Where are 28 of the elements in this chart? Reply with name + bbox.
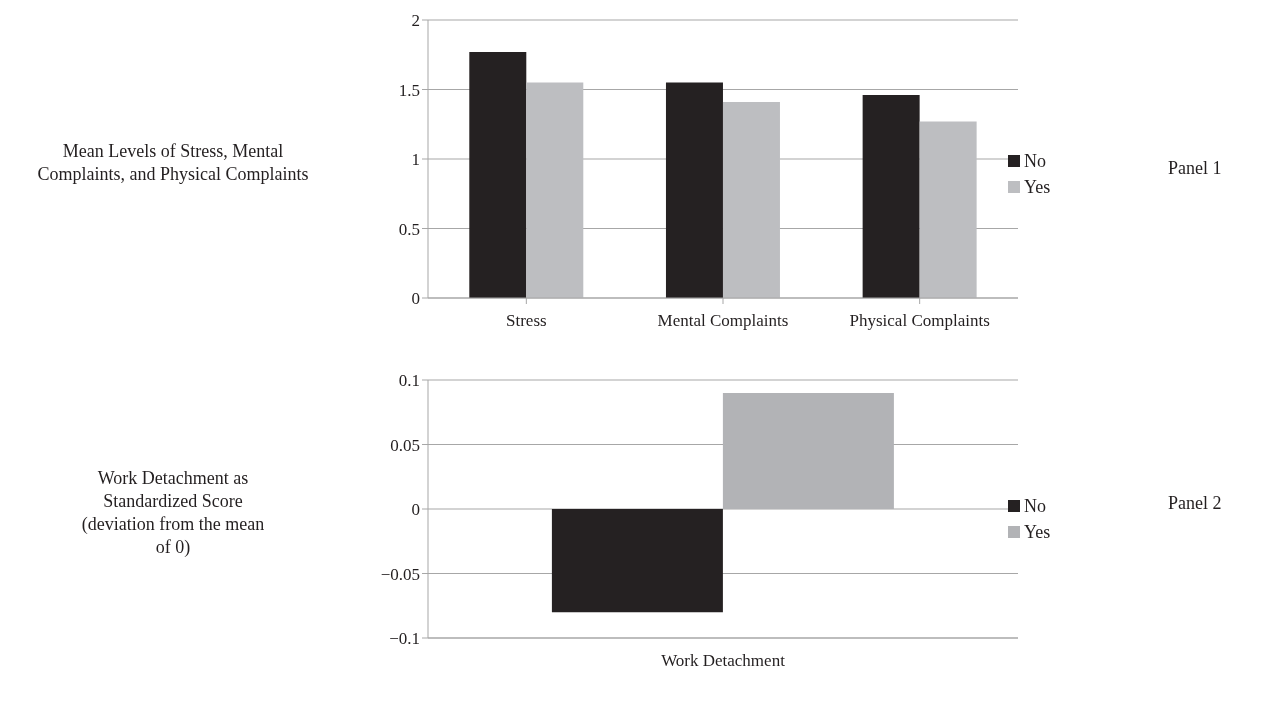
bar [862,95,920,298]
text: Panel 2 [1168,493,1222,514]
text: Panel 1 [1168,158,1222,179]
legend-label: Yes [1023,520,1051,544]
bar [526,82,584,298]
legend-label: No [1023,494,1047,518]
y-tick-label: −0.1 [389,629,420,649]
y-tick-label: 0.5 [398,219,420,239]
bar [469,51,527,298]
bar [722,102,780,298]
y-tick-label: 0.05 [390,435,420,455]
y-tick-label: 0 [411,500,420,520]
y-tick-label: 1.5 [398,80,420,100]
y-axis-title: Work Detachment as Standardized Score (deviation from the mean of 0) [80,467,266,559]
y-axis-title: Mean Levels of Stress, Mental Complaints, and Physical Complaints [36,140,310,186]
y-tick-label: −0.05 [380,564,420,584]
bar [665,82,723,298]
y-tick-label: 0.1 [398,371,420,391]
y-tick-label: 0 [411,289,420,309]
x-tick-label: Physical Complaints [849,311,990,331]
y-tick-label: 2 [411,11,420,31]
y-tick-label: 1 [411,150,420,170]
legend-label: No [1023,149,1047,173]
x-tick-label: Stress [506,311,547,331]
legend-label: Yes [1023,175,1051,199]
x-tick-label: Work Detachment [661,651,786,671]
x-tick-label: Mental Complaints [657,311,789,331]
bar [919,121,977,298]
